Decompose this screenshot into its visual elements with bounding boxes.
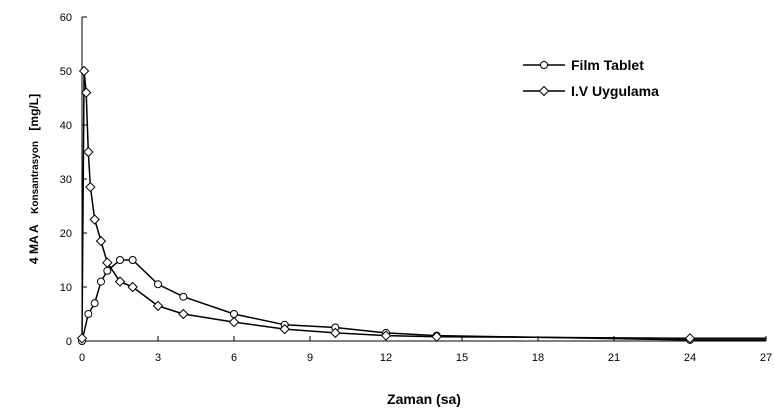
legend-label-iv-uygulama: I.V Uygulama	[571, 83, 659, 99]
x-tick-label: 24	[684, 352, 696, 364]
x-axis-label: Zaman (sa)	[387, 391, 461, 407]
data-point-iv-uygulama	[127, 281, 138, 293]
legend-marker-film-tablet	[540, 61, 548, 69]
data-point-film-tablet	[116, 256, 124, 264]
y-tick-label: 40	[60, 120, 72, 132]
legend-item-iv-uygulama: I.V Uygulama	[523, 83, 659, 99]
y-tick-label: 10	[60, 282, 72, 294]
data-point-film-tablet	[128, 256, 137, 264]
data-point-film-tablet	[230, 310, 238, 318]
x-tick-label: 27	[760, 352, 772, 364]
y-axis-label: 4 MA A Konsantrasyon [mg/L]	[25, 94, 42, 264]
data-point-iv-uygulama	[114, 276, 126, 287]
data-point-iv-uygulama	[152, 300, 164, 312]
x-tick-label: 15	[456, 352, 468, 364]
data-point-iv-uygulama	[76, 333, 88, 344]
x-tick-label: 18	[532, 352, 544, 364]
legend-marker-iv-uygulama	[538, 85, 550, 97]
y-tick-label: 60	[60, 12, 72, 24]
x-tick-label: 3	[155, 352, 161, 364]
x-tick-label: 6	[231, 352, 237, 364]
data-point-film-tablet	[154, 280, 162, 289]
data-point-film-tablet	[84, 310, 93, 318]
data-point-iv-uygulama	[102, 257, 113, 268]
series-layer	[76, 65, 766, 345]
data-point-iv-uygulama	[85, 181, 96, 193]
data-point-iv-uygulama	[380, 330, 392, 341]
ticks: 0 3 6 9 12 15 18 21 24 27 0 10 20 30 40 50 60	[60, 12, 772, 364]
data-point-film-tablet	[179, 292, 188, 301]
y-axis-label-word: Konsantrasyon	[30, 141, 41, 214]
y-tick-label: 20	[60, 228, 72, 240]
y-tick-label: 0	[66, 336, 72, 348]
legend-item-film-tablet: Film Tablet	[523, 57, 644, 73]
y-tick-label: 50	[60, 66, 72, 78]
legend: Film Tablet I.V Uygulama	[523, 57, 659, 99]
y-axis-label-unit: [mg/L]	[27, 94, 41, 131]
data-point-iv-uygulama	[78, 65, 90, 77]
data-point-film-tablet	[90, 299, 99, 308]
data-point-iv-uygulama	[279, 323, 290, 335]
y-axis-label-compound: 4 MA A	[27, 224, 41, 264]
data-point-iv-uygulama	[228, 316, 240, 328]
data-point-film-tablet	[97, 277, 105, 286]
data-point-iv-uygulama	[684, 333, 696, 344]
series-iv-uygulama	[76, 65, 766, 344]
legend-label-film-tablet: Film Tablet	[571, 57, 644, 73]
series-film-tablet	[78, 256, 766, 345]
data-point-film-tablet	[103, 266, 112, 275]
y-tick-label: 30	[60, 174, 72, 186]
data-point-iv-uygulama	[81, 87, 92, 98]
x-tick-label: 9	[307, 352, 313, 364]
data-point-iv-uygulama	[178, 308, 189, 320]
data-point-iv-uygulama	[83, 146, 94, 158]
x-tick-label: 12	[380, 352, 392, 364]
data-point-iv-uygulama	[95, 235, 107, 247]
data-point-iv-uygulama	[89, 214, 100, 225]
x-tick-label: 21	[608, 352, 620, 364]
series-line-film-tablet	[81, 259, 766, 342]
data-point-iv-uygulama	[431, 331, 442, 342]
axes	[81, 17, 766, 342]
data-point-iv-uygulama	[330, 327, 341, 339]
x-tick-label: 0	[79, 352, 85, 364]
